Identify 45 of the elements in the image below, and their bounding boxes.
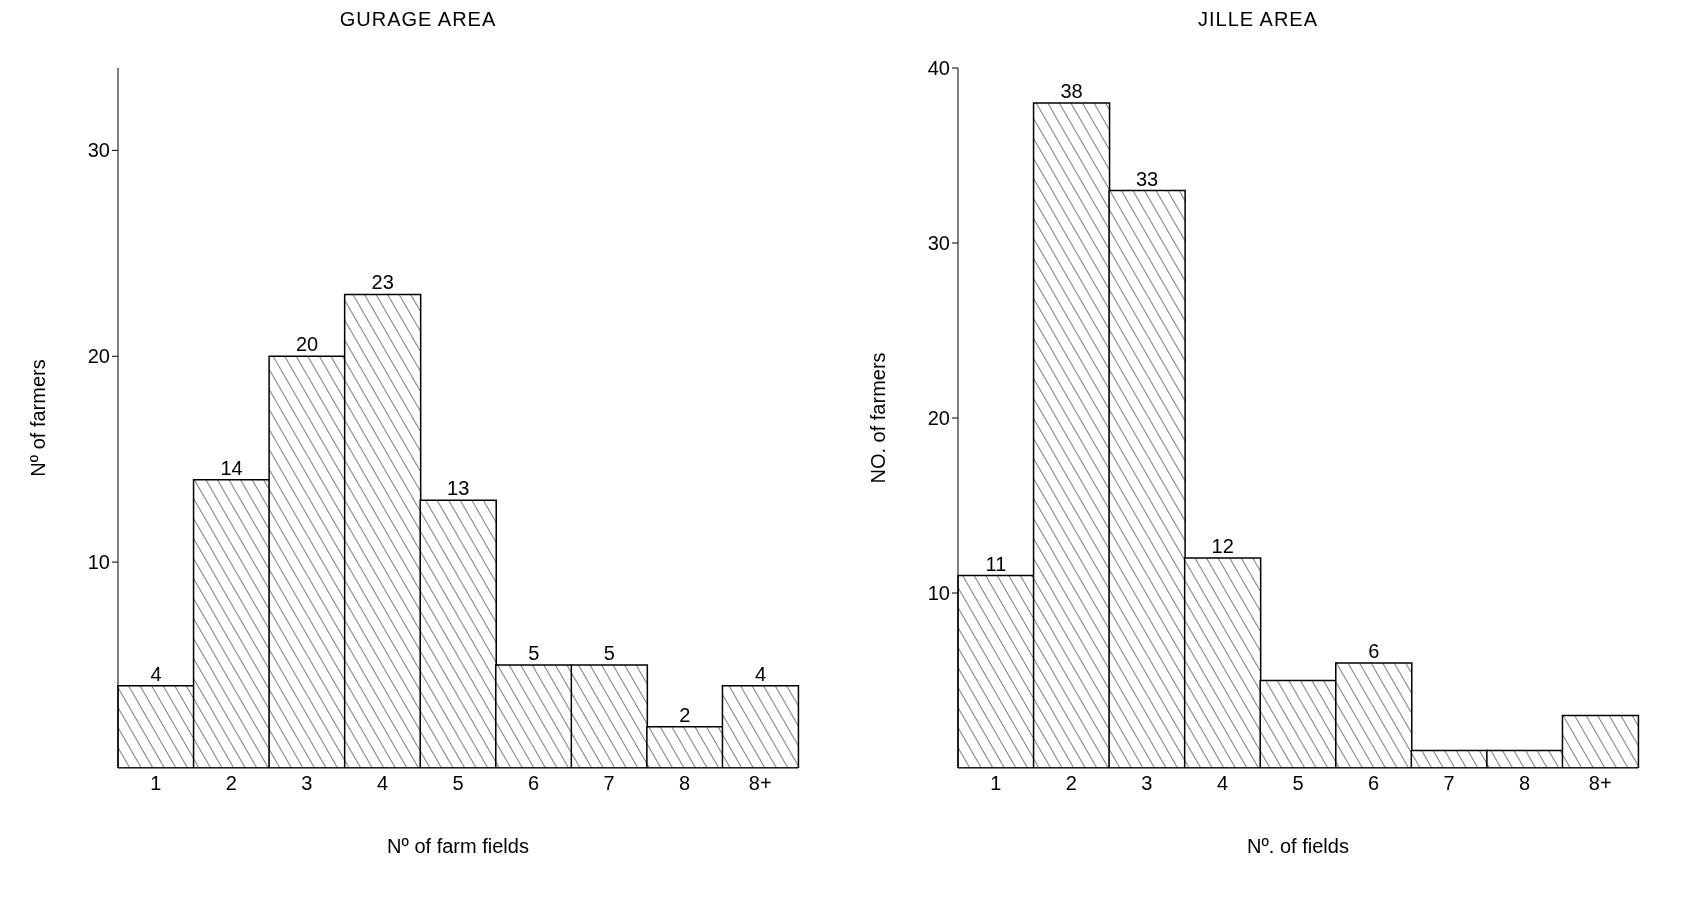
- x-tick-label: 3: [1141, 772, 1153, 795]
- x-tick-label: 8+: [1588, 772, 1612, 795]
- data-label: 4: [754, 662, 767, 685]
- x-tick-label: 8+: [748, 772, 772, 795]
- data-label: 4: [150, 662, 162, 685]
- x-tick-label: 7: [603, 772, 615, 795]
- y-tick-label: 20: [927, 407, 950, 430]
- chart-title: JILLE AREA: [1196, 8, 1320, 32]
- y-tick-label: 10: [927, 582, 950, 605]
- x-tick-label: 6: [1367, 772, 1380, 795]
- x-tick-label: 3: [301, 772, 313, 795]
- x-tick-label: 2: [1065, 772, 1077, 795]
- y-axis-title: Nº of farmers: [27, 359, 50, 477]
- data-label: 23: [371, 271, 394, 294]
- y-axis-title: NO. of farmers: [867, 352, 890, 484]
- x-tick-label: 7: [1443, 772, 1455, 795]
- data-label: 12: [1211, 535, 1234, 557]
- y-tick-label: 20: [87, 345, 110, 368]
- data-label: 38: [1060, 80, 1083, 102]
- x-tick-label: 8: [1519, 772, 1531, 795]
- data-label: 5: [528, 642, 540, 665]
- x-tick-label: 5: [452, 772, 464, 795]
- x-tick-label: 4: [1216, 772, 1229, 795]
- x-tick-label: 1: [150, 772, 162, 795]
- x-axis-title: Nº. of fields: [1247, 835, 1349, 857]
- data-label: 33: [1135, 167, 1159, 190]
- x-tick-label: 8: [679, 772, 691, 795]
- data-label: 14: [220, 456, 243, 479]
- data-label: 5: [603, 642, 615, 665]
- x-tick-label: 5: [1292, 772, 1304, 795]
- data-label: 20: [295, 333, 319, 356]
- data-label: 2: [679, 703, 691, 726]
- y-tick-label: 40: [927, 57, 950, 80]
- x-tick-label: 2: [225, 772, 237, 795]
- y-tick-label: 30: [927, 232, 950, 255]
- x-tick-label: 6: [527, 772, 540, 795]
- data-label: 13: [447, 477, 470, 500]
- data-label: 11: [985, 552, 1007, 575]
- x-tick-label: 1: [990, 772, 1002, 795]
- x-axis-title: Nº of farm fields: [387, 835, 529, 857]
- y-tick-label: 10: [87, 551, 110, 574]
- x-tick-label: 4: [376, 772, 389, 795]
- data-label: 6: [1368, 640, 1380, 662]
- y-tick-label: 30: [87, 139, 110, 162]
- chart-title: GURAGE AREA: [338, 8, 498, 32]
